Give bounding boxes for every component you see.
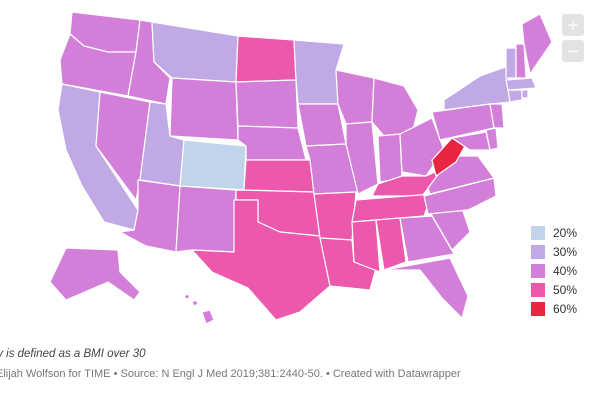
legend-label: 50%: [553, 282, 578, 297]
legend-item-20: 20%: [531, 223, 577, 242]
state-indiana[interactable]: [377, 133, 403, 183]
state-mississippi[interactable]: [351, 219, 381, 273]
state-vermont[interactable]: [505, 47, 517, 79]
state-south-dakota[interactable]: [235, 79, 299, 129]
zoom-in-button[interactable]: +: [562, 14, 584, 36]
legend-item-50: 50%: [531, 280, 577, 299]
legend-item-40: 40%: [531, 261, 577, 280]
state-new-mexico[interactable]: [175, 185, 237, 253]
legend-label: 20%: [553, 225, 578, 240]
state-connecticut[interactable]: [507, 89, 523, 103]
state-wisconsin[interactable]: [335, 69, 375, 125]
state-alaska[interactable]: [49, 247, 141, 301]
state-kansas[interactable]: [243, 159, 315, 193]
state-texas[interactable]: [191, 199, 331, 321]
legend-item-60: 60%: [531, 299, 577, 318]
state-alabama[interactable]: [375, 217, 407, 271]
state-colorado[interactable]: [179, 139, 247, 191]
state-west-virginia[interactable]: [431, 137, 467, 177]
source-credit: Elijah Wolfson for TIME • Source: N Engl…: [0, 368, 461, 380]
state-georgia[interactable]: [399, 215, 455, 263]
state-new-jersey[interactable]: [489, 103, 505, 129]
state-new-york[interactable]: [443, 65, 513, 111]
state-illinois[interactable]: [345, 121, 379, 195]
legend-swatch: [531, 282, 545, 297]
zoom-out-button[interactable]: −: [562, 40, 584, 62]
state-florida[interactable]: [383, 257, 469, 319]
legend-swatch: [531, 301, 545, 316]
state-maine[interactable]: [521, 13, 553, 75]
legend-label: 30%: [553, 244, 578, 259]
state-hawaii[interactable]: [183, 293, 215, 325]
state-wyoming[interactable]: [169, 77, 239, 141]
state-new-hampshire[interactable]: [515, 43, 527, 79]
definition-note: ty is defined as a BMI over 30: [0, 348, 146, 360]
state-arkansas[interactable]: [313, 191, 357, 241]
legend-label: 60%: [553, 301, 578, 316]
legend-swatch: [531, 244, 545, 259]
state-massachusetts[interactable]: [505, 77, 537, 91]
state-michigan[interactable]: [371, 77, 419, 137]
color-legend: 20% 30% 40% 50% 60%: [531, 223, 577, 318]
state-nebraska[interactable]: [237, 125, 307, 161]
legend-label: 40%: [553, 263, 578, 278]
state-rhode-island[interactable]: [521, 89, 529, 99]
state-north-dakota[interactable]: [235, 35, 297, 83]
legend-swatch: [531, 263, 545, 278]
legend-item-30: 30%: [531, 242, 577, 261]
state-iowa[interactable]: [297, 103, 347, 147]
legend-swatch: [531, 225, 545, 240]
